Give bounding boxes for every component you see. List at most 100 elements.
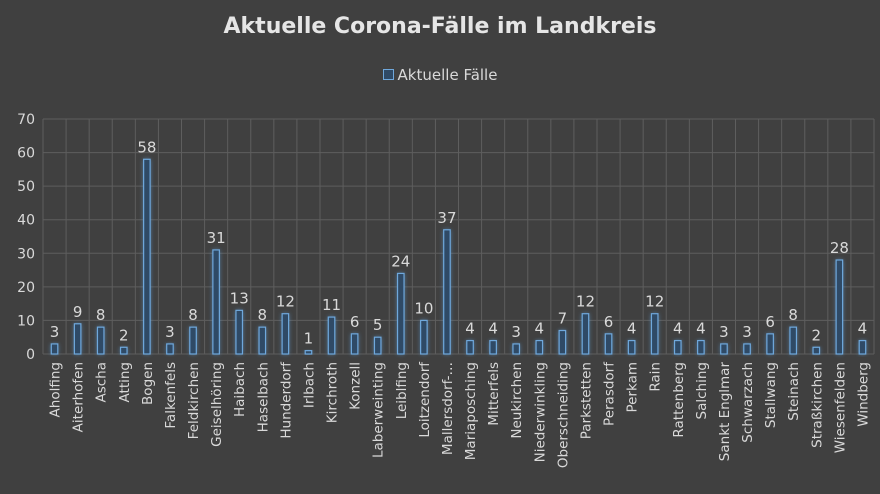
x-tick-label: Konzell	[348, 362, 364, 410]
bar	[535, 339, 544, 355]
bar	[789, 326, 798, 355]
x-tick-label: Salching	[694, 362, 710, 419]
x-tick-label: Loitzendorf	[417, 361, 433, 438]
data-label: 8	[788, 306, 798, 324]
y-tick-label: 60	[17, 146, 35, 162]
bar	[581, 313, 590, 355]
bar	[327, 316, 336, 355]
data-label: 12	[645, 293, 664, 311]
x-tick-label: Mitterfels	[486, 362, 502, 426]
x-tick-label: Hunderdorf	[278, 361, 294, 439]
data-label: 12	[576, 293, 595, 311]
bar	[489, 339, 497, 355]
data-label: 4	[696, 320, 706, 338]
x-tick-label: Niederwinkling	[532, 362, 548, 462]
data-label: 12	[276, 293, 295, 311]
x-tick-label: Aholfing	[48, 362, 64, 417]
bar	[212, 249, 220, 355]
bar	[50, 343, 59, 355]
x-tick-label: Stallwang	[763, 362, 779, 428]
bar	[720, 343, 728, 355]
legend: Aktuelle Fälle	[0, 66, 880, 84]
bar	[350, 333, 359, 355]
y-tick-label: 0	[26, 347, 35, 363]
x-tick-label: Mariaposching	[463, 362, 479, 460]
data-label: 5	[373, 316, 383, 334]
data-label: 8	[188, 306, 198, 324]
data-label: 11	[322, 296, 341, 314]
bar	[166, 343, 174, 355]
x-tick-label: Falkenfels	[163, 362, 179, 429]
data-label: 4	[535, 320, 545, 338]
bar	[512, 343, 521, 355]
x-tick-label: Oberschneiding	[555, 362, 571, 468]
data-label: 4	[488, 320, 498, 338]
data-label: 8	[258, 306, 268, 324]
bar	[304, 350, 313, 355]
x-tick-label: Steinach	[786, 362, 802, 421]
bar	[604, 333, 613, 355]
bar	[189, 326, 197, 355]
data-label: 4	[465, 320, 475, 338]
data-label: 4	[627, 320, 637, 338]
bar	[96, 326, 105, 355]
legend-swatch	[382, 69, 394, 80]
data-label: 2	[812, 326, 822, 344]
data-label: 10	[414, 299, 433, 317]
x-tick-label: Atting	[117, 362, 133, 402]
x-tick-label: Wiesenfelden	[832, 362, 848, 453]
x-tick-label: Irlbach	[301, 362, 317, 408]
bar	[466, 339, 474, 355]
bar	[627, 339, 636, 355]
data-label: 4	[673, 320, 683, 338]
data-label: 6	[604, 313, 614, 331]
data-label: 7	[558, 310, 568, 328]
data-label: 6	[765, 313, 775, 331]
bar	[258, 326, 267, 355]
bar	[373, 336, 382, 355]
bar	[119, 346, 128, 355]
bar	[858, 339, 867, 355]
x-tick-label: Parkstetten	[578, 362, 594, 439]
bar	[281, 313, 290, 355]
x-tick-label: Mallersdorf-…	[440, 362, 456, 455]
data-label: 3	[165, 323, 175, 341]
data-label: 3	[511, 323, 521, 341]
x-tick-label: Rain	[648, 362, 664, 392]
x-tick-label: Haselbach	[255, 362, 271, 432]
x-tick-label: Geiselhöring	[209, 362, 225, 447]
bar	[743, 343, 751, 355]
data-label: 2	[119, 326, 129, 344]
x-tick-label: Rattenberg	[671, 362, 687, 438]
bar	[766, 333, 774, 355]
data-label: 3	[742, 323, 752, 341]
data-label: 8	[96, 306, 106, 324]
bar	[812, 346, 821, 355]
bar	[697, 339, 705, 355]
bar	[443, 229, 451, 355]
y-tick-label: 70	[17, 112, 35, 128]
y-tick-label: 10	[17, 313, 35, 329]
bar	[835, 259, 844, 355]
data-label: 3	[50, 323, 60, 341]
x-tick-label: Leiblfing	[394, 362, 410, 419]
x-tick-label: Ascha	[94, 362, 110, 403]
data-label: 4	[858, 320, 868, 338]
x-tick-label: Haibach	[232, 362, 248, 417]
data-label: 37	[437, 209, 456, 227]
data-label: 3	[719, 323, 729, 341]
data-label: 24	[391, 252, 410, 270]
x-tick-label: Neukirchen	[509, 362, 525, 439]
x-tick-label: Perkam	[625, 362, 641, 413]
x-tick-label: Laberweinting	[371, 362, 387, 458]
bar	[558, 329, 567, 355]
x-tick-label: Schwarzach	[740, 362, 756, 443]
data-label: 13	[230, 289, 249, 307]
x-tick-label: Kirchroth	[325, 362, 341, 423]
bar	[73, 323, 82, 355]
y-tick-label: 40	[17, 213, 35, 229]
bar	[235, 309, 244, 355]
x-tick-label: Sankt Englmar	[717, 362, 733, 462]
